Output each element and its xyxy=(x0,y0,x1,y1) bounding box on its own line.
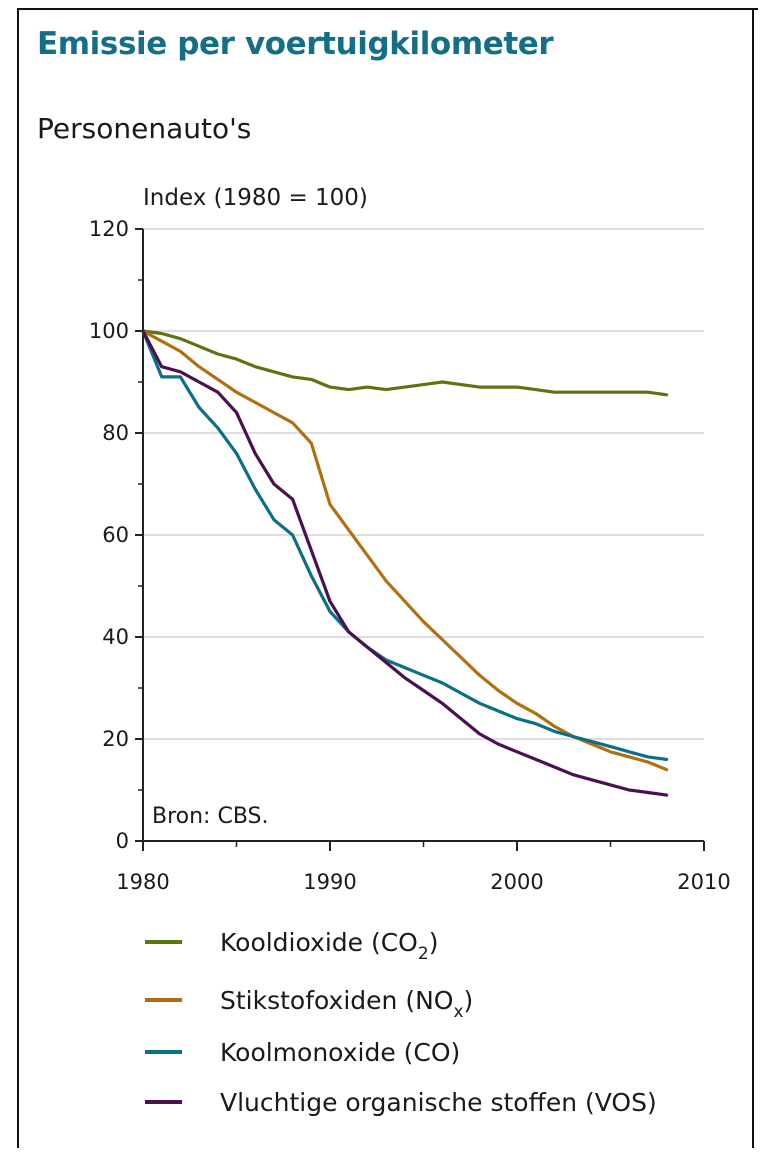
chart-frame-right-border xyxy=(752,8,754,1148)
y-tick-label: 100 xyxy=(89,319,129,343)
y-tick-label: 0 xyxy=(116,829,129,853)
source-note: Bron: CBS. xyxy=(152,804,269,829)
legend-label-2: Stikstofoxiden (NOx) xyxy=(220,986,473,1022)
series-line-1 xyxy=(141,329,669,397)
legend-label-3: Koolmonoxide (CO) xyxy=(220,1038,460,1067)
chart-subtitle: Personenauto's xyxy=(37,112,252,145)
y-axis-label: Index (1980 = 100) xyxy=(143,185,368,211)
grid-lines xyxy=(143,228,704,740)
y-tick-label: 120 xyxy=(89,217,129,241)
x-tick-label: 2010 xyxy=(677,870,730,894)
series-line-3 xyxy=(141,329,669,761)
series-line-4 xyxy=(141,329,669,797)
y-tick-label: 40 xyxy=(102,625,129,649)
series-lines xyxy=(141,329,669,797)
y-tick-label: 20 xyxy=(102,727,129,751)
legend: Kooldioxide (CO2) Stikstofoxiden (NOx) Koo… xyxy=(145,928,657,1117)
legend-label-4: Vluchtige organische stoffen (VOS) xyxy=(220,1088,657,1117)
y-tick-label: 80 xyxy=(102,421,129,445)
x-tick-label: 2000 xyxy=(490,870,543,894)
legend-label-1: Kooldioxide (CO2) xyxy=(220,928,438,964)
axes: 0 20 40 60 80 100 120 1980 1990 2000 2010 xyxy=(89,217,731,894)
x-tick-label: 1990 xyxy=(303,870,356,894)
x-tick-label: 1980 xyxy=(116,870,169,894)
chart-frame xyxy=(17,8,758,1148)
y-tick-label: 60 xyxy=(102,523,129,547)
chart-title: Emissie per voertuigkilometer xyxy=(37,26,554,62)
